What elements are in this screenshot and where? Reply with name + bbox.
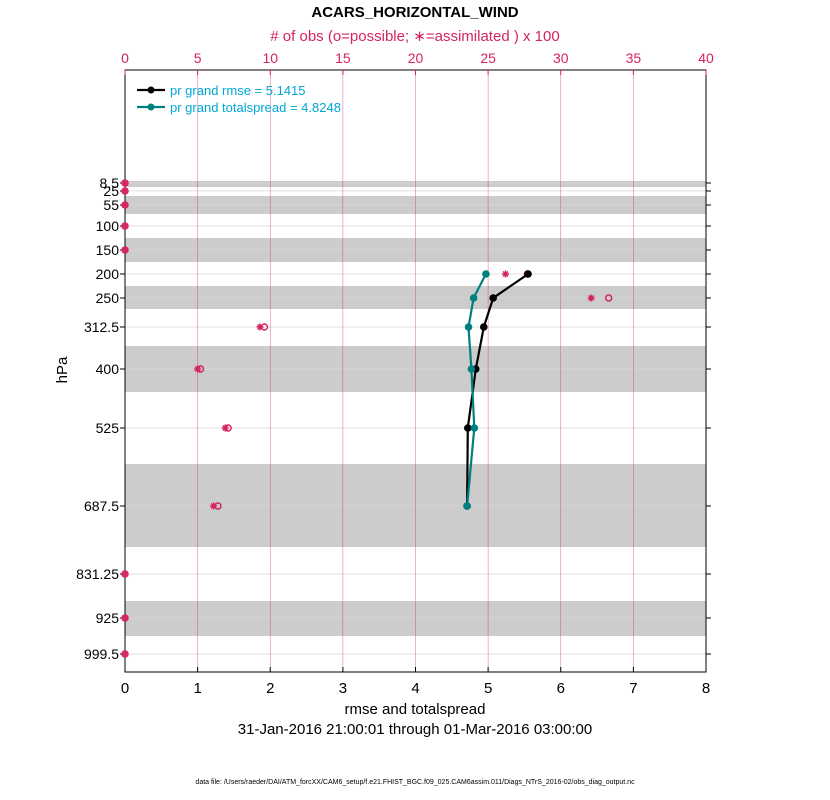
series-point-spread	[463, 502, 471, 510]
series-point-spread	[470, 424, 479, 432]
y-axis-label: hPa	[54, 356, 71, 383]
top-tick-label: 10	[262, 50, 278, 66]
bottom-tick-label: 2	[266, 680, 274, 697]
series-point-spread	[467, 365, 476, 373]
chart-title: ACARS_HORIZONTAL_WIND	[311, 4, 518, 21]
obs-assimilated-marker	[256, 323, 264, 331]
obs-possible-marker	[604, 294, 613, 302]
top-tick-label: 40	[698, 50, 714, 66]
bottom-tick-label: 6	[557, 680, 565, 697]
obs-assimilated-marker	[121, 614, 129, 622]
obs-assimilated-marker	[121, 222, 129, 230]
obs-assimilated-marker	[502, 270, 510, 278]
bottom-tick-label: 4	[411, 680, 419, 697]
top-tick-label: 30	[553, 50, 569, 66]
top-axis-label: # of obs (o=possible; ∗=assimilated ) x …	[270, 28, 559, 45]
bottom-tick-label: 0	[121, 680, 129, 697]
left-tick-label: 100	[96, 218, 120, 234]
obs-assimilated-marker	[210, 502, 218, 510]
left-tick-label: 8.5	[100, 175, 120, 191]
top-tick-label: 5	[194, 50, 202, 66]
series-marks	[463, 270, 532, 510]
legend-label-rmse: pr grand rmse = 5.1415	[170, 83, 306, 98]
left-tick-label: 999.5	[84, 646, 119, 662]
top-tick-label: 0	[121, 50, 129, 66]
top-tick-label: 25	[480, 50, 496, 66]
series-line-spread	[466, 273, 487, 507]
top-axis-ticks: 0 5 10 15 20 25 30 35 40	[121, 50, 714, 75]
left-tick-label: 55	[103, 197, 119, 213]
left-tick-label: 831.25	[76, 566, 119, 582]
bottom-tick-label: 5	[484, 680, 492, 697]
left-tick-label: 925	[96, 610, 120, 626]
series-point-rmse	[463, 424, 472, 432]
bottom-tick-label: 1	[193, 680, 201, 697]
series-point-rmse	[479, 323, 488, 331]
series-line-rmse	[466, 273, 529, 507]
top-tick-label: 35	[626, 50, 642, 66]
top-tick-label: 15	[335, 50, 351, 66]
data-file-footer: data file: /Users/raeder/DAI/ATM_forcXX/…	[195, 779, 635, 786]
legend-marker-rmse	[147, 86, 155, 94]
series-point-rmse	[524, 270, 532, 278]
left-tick-label: 25	[103, 183, 119, 199]
left-tick-label: 150	[96, 242, 120, 258]
left-tick-label: 400	[96, 361, 120, 377]
obs-assimilated-marker	[221, 424, 229, 432]
obs-assimilated-marker	[121, 201, 129, 209]
obs-assimilated-marker	[121, 246, 129, 254]
legend-marker-spread	[147, 103, 155, 111]
bottom-tick-label: 8	[702, 680, 710, 697]
bottom-tick-label: 3	[339, 680, 347, 697]
left-tick-label: 687.5	[84, 498, 119, 514]
legend: pr grand rmse = 5.1415 pr grand totalspr…	[137, 83, 341, 115]
obs-assimilated-marker	[121, 650, 129, 658]
series-point-spread	[464, 323, 473, 331]
left-tick-label: 312.5	[84, 319, 119, 335]
date-range-label: 31-Jan-2016 21:00:01 through 01-Mar-2016…	[238, 721, 592, 738]
obs-assimilated-marker	[194, 365, 202, 373]
bottom-axis-ticks: 0 1 2 3 4 5 6 7 8	[121, 667, 710, 697]
obs-assimilated-marker	[121, 570, 129, 578]
left-tick-label: 525	[96, 420, 120, 436]
series-point-rmse	[489, 294, 498, 302]
obs-assimilated-marker	[121, 187, 129, 195]
obs-assimilated-marker	[121, 179, 129, 187]
series-point-spread	[469, 294, 478, 302]
series-point-spread	[482, 270, 490, 278]
bottom-tick-label: 7	[629, 680, 637, 697]
x-axis-label: rmse and totalspread	[345, 701, 486, 718]
obs-assimilated-marker	[587, 294, 595, 302]
left-tick-label: 200	[96, 266, 120, 282]
top-tick-label: 20	[408, 50, 424, 66]
left-tick-label: 250	[96, 290, 120, 306]
obs-count-marks	[121, 179, 613, 658]
legend-label-spread: pr grand totalspread = 4.8248	[170, 100, 341, 115]
